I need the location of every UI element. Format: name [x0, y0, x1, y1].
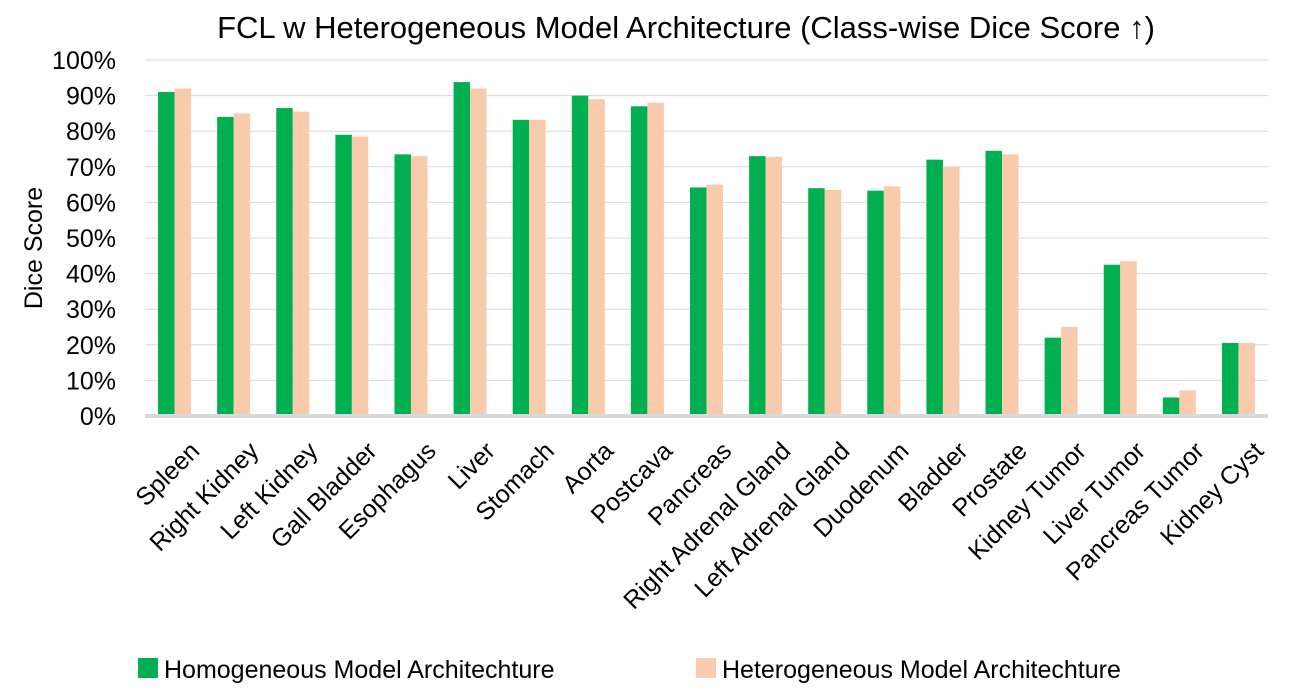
bar-heterogeneous	[1002, 154, 1019, 416]
bar-homogeneous	[1162, 397, 1180, 416]
bar-homogeneous	[808, 188, 825, 416]
y-tick-label: 60%	[66, 189, 116, 217]
legend: Homogeneous Model Architechture Heteroge…	[138, 656, 1121, 684]
bar-homogeneous	[1044, 337, 1062, 416]
bar-homogeneous	[690, 187, 707, 416]
bar-homogeneous	[453, 82, 471, 417]
bars	[158, 82, 1255, 417]
bar-homogeneous	[1221, 343, 1239, 416]
y-tick-label: 40%	[66, 261, 116, 289]
bar-homogeneous	[867, 190, 884, 416]
bar-heterogeneous	[824, 189, 842, 416]
bar-homogeneous	[276, 108, 293, 416]
y-tick-label: 20%	[66, 332, 116, 360]
bar-heterogeneous	[1238, 343, 1255, 416]
y-axis-label: Dice Score	[20, 187, 48, 309]
bar-heterogeneous	[292, 111, 310, 417]
y-axis-ticks: 0% 10% 20% 30% 40% 50% 60% 70% 80% 90% 100%	[52, 47, 116, 431]
bar-homogeneous	[749, 156, 766, 416]
bar-heterogeneous	[647, 102, 664, 416]
legend-label-heterogeneous: Heterogeneous Model Architechture	[722, 656, 1121, 684]
bar-homogeneous	[512, 119, 530, 417]
bar-homogeneous	[217, 116, 234, 417]
y-tick-label: 70%	[66, 154, 116, 182]
y-tick-label: 90%	[66, 83, 116, 111]
bar-homogeneous	[1103, 264, 1121, 416]
y-tick-label: 50%	[66, 225, 116, 253]
y-tick-label: 10%	[66, 367, 116, 395]
bar-homogeneous	[926, 159, 943, 416]
y-tick-label: 80%	[66, 118, 116, 146]
bar-heterogeneous	[174, 88, 192, 416]
y-tick-label: 0%	[80, 403, 116, 431]
chart-title: FCL w Heterogeneous Model Architecture (…	[217, 10, 1155, 45]
bar-homogeneous	[571, 95, 589, 416]
bar-heterogeneous	[1179, 390, 1196, 416]
bar-heterogeneous	[470, 88, 487, 416]
bar-heterogeneous	[588, 99, 605, 416]
legend-label-homogeneous: Homogeneous Model Architechture	[164, 656, 555, 684]
bar-homogeneous	[985, 150, 1003, 416]
bar-heterogeneous	[351, 136, 369, 417]
bar-heterogeneous	[883, 186, 901, 416]
bar-homogeneous	[394, 154, 411, 416]
legend-swatch-homogeneous	[138, 658, 158, 678]
bar-homogeneous	[158, 92, 175, 416]
legend-swatch-heterogeneous	[696, 658, 716, 678]
bar-homogeneous	[630, 106, 648, 416]
bar-heterogeneous	[706, 184, 723, 416]
bar-heterogeneous	[765, 156, 783, 416]
bar-heterogeneous	[1061, 327, 1078, 416]
y-tick-label: 30%	[66, 296, 116, 324]
bar-heterogeneous	[1120, 261, 1137, 416]
bar-heterogeneous	[410, 156, 428, 416]
bar-heterogeneous	[942, 166, 960, 416]
y-tick-label: 100%	[52, 47, 116, 75]
bar-heterogeneous	[529, 119, 546, 417]
bar-homogeneous	[335, 134, 352, 416]
bar-heterogeneous	[233, 113, 251, 417]
